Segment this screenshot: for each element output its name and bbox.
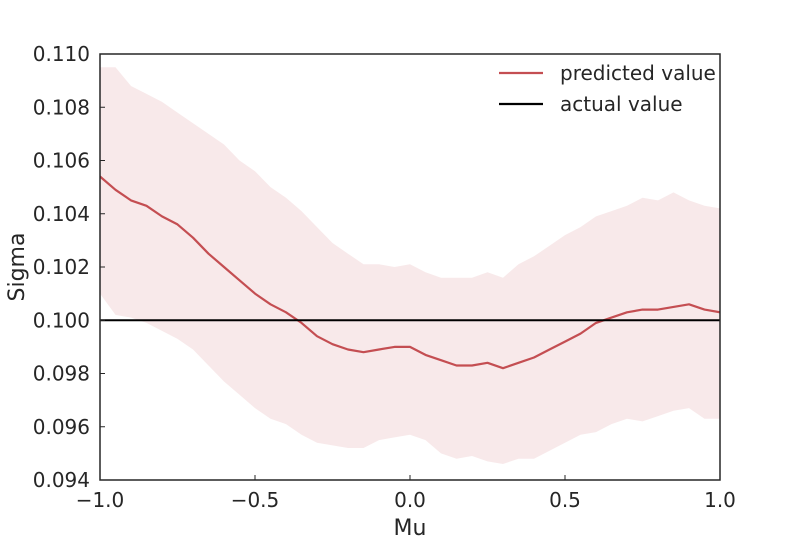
- y-tick-label: 0.108: [33, 95, 90, 119]
- legend-label: predicted value: [560, 61, 716, 85]
- x-tick-label: 0.0: [394, 488, 426, 512]
- axes: −1.0 −0.5 0.0 0.5 1.0 0.094 0.096 0.098 0.100 0.1…: [33, 42, 736, 512]
- y-tick-label: 0.098: [33, 362, 90, 386]
- y-tick-label: 0.106: [33, 149, 90, 173]
- x-tick-label: 0.5: [549, 488, 581, 512]
- x-tick-label: −0.5: [231, 488, 280, 512]
- x-tick-label: 1.0: [704, 488, 736, 512]
- legend-label: actual value: [560, 92, 683, 116]
- x-axis-label: Mu: [394, 516, 427, 541]
- y-tick-label: 0.094: [33, 468, 90, 492]
- plot-content: [100, 67, 720, 465]
- plot-area: [100, 67, 720, 465]
- series-line-predicted-value: [100, 175, 720, 370]
- x-tick-label: −1.0: [76, 488, 125, 512]
- y-tick-label: 0.096: [33, 415, 90, 439]
- y-axis-label: Sigma: [5, 233, 30, 302]
- confidence-band: [100, 67, 720, 465]
- y-tick-label: 0.100: [33, 308, 90, 332]
- y-tick-label: 0.104: [33, 202, 90, 226]
- legend: predicted value actual value: [499, 61, 716, 116]
- y-tick-label: 0.102: [33, 255, 90, 279]
- y-tick-label: 0.110: [33, 42, 90, 66]
